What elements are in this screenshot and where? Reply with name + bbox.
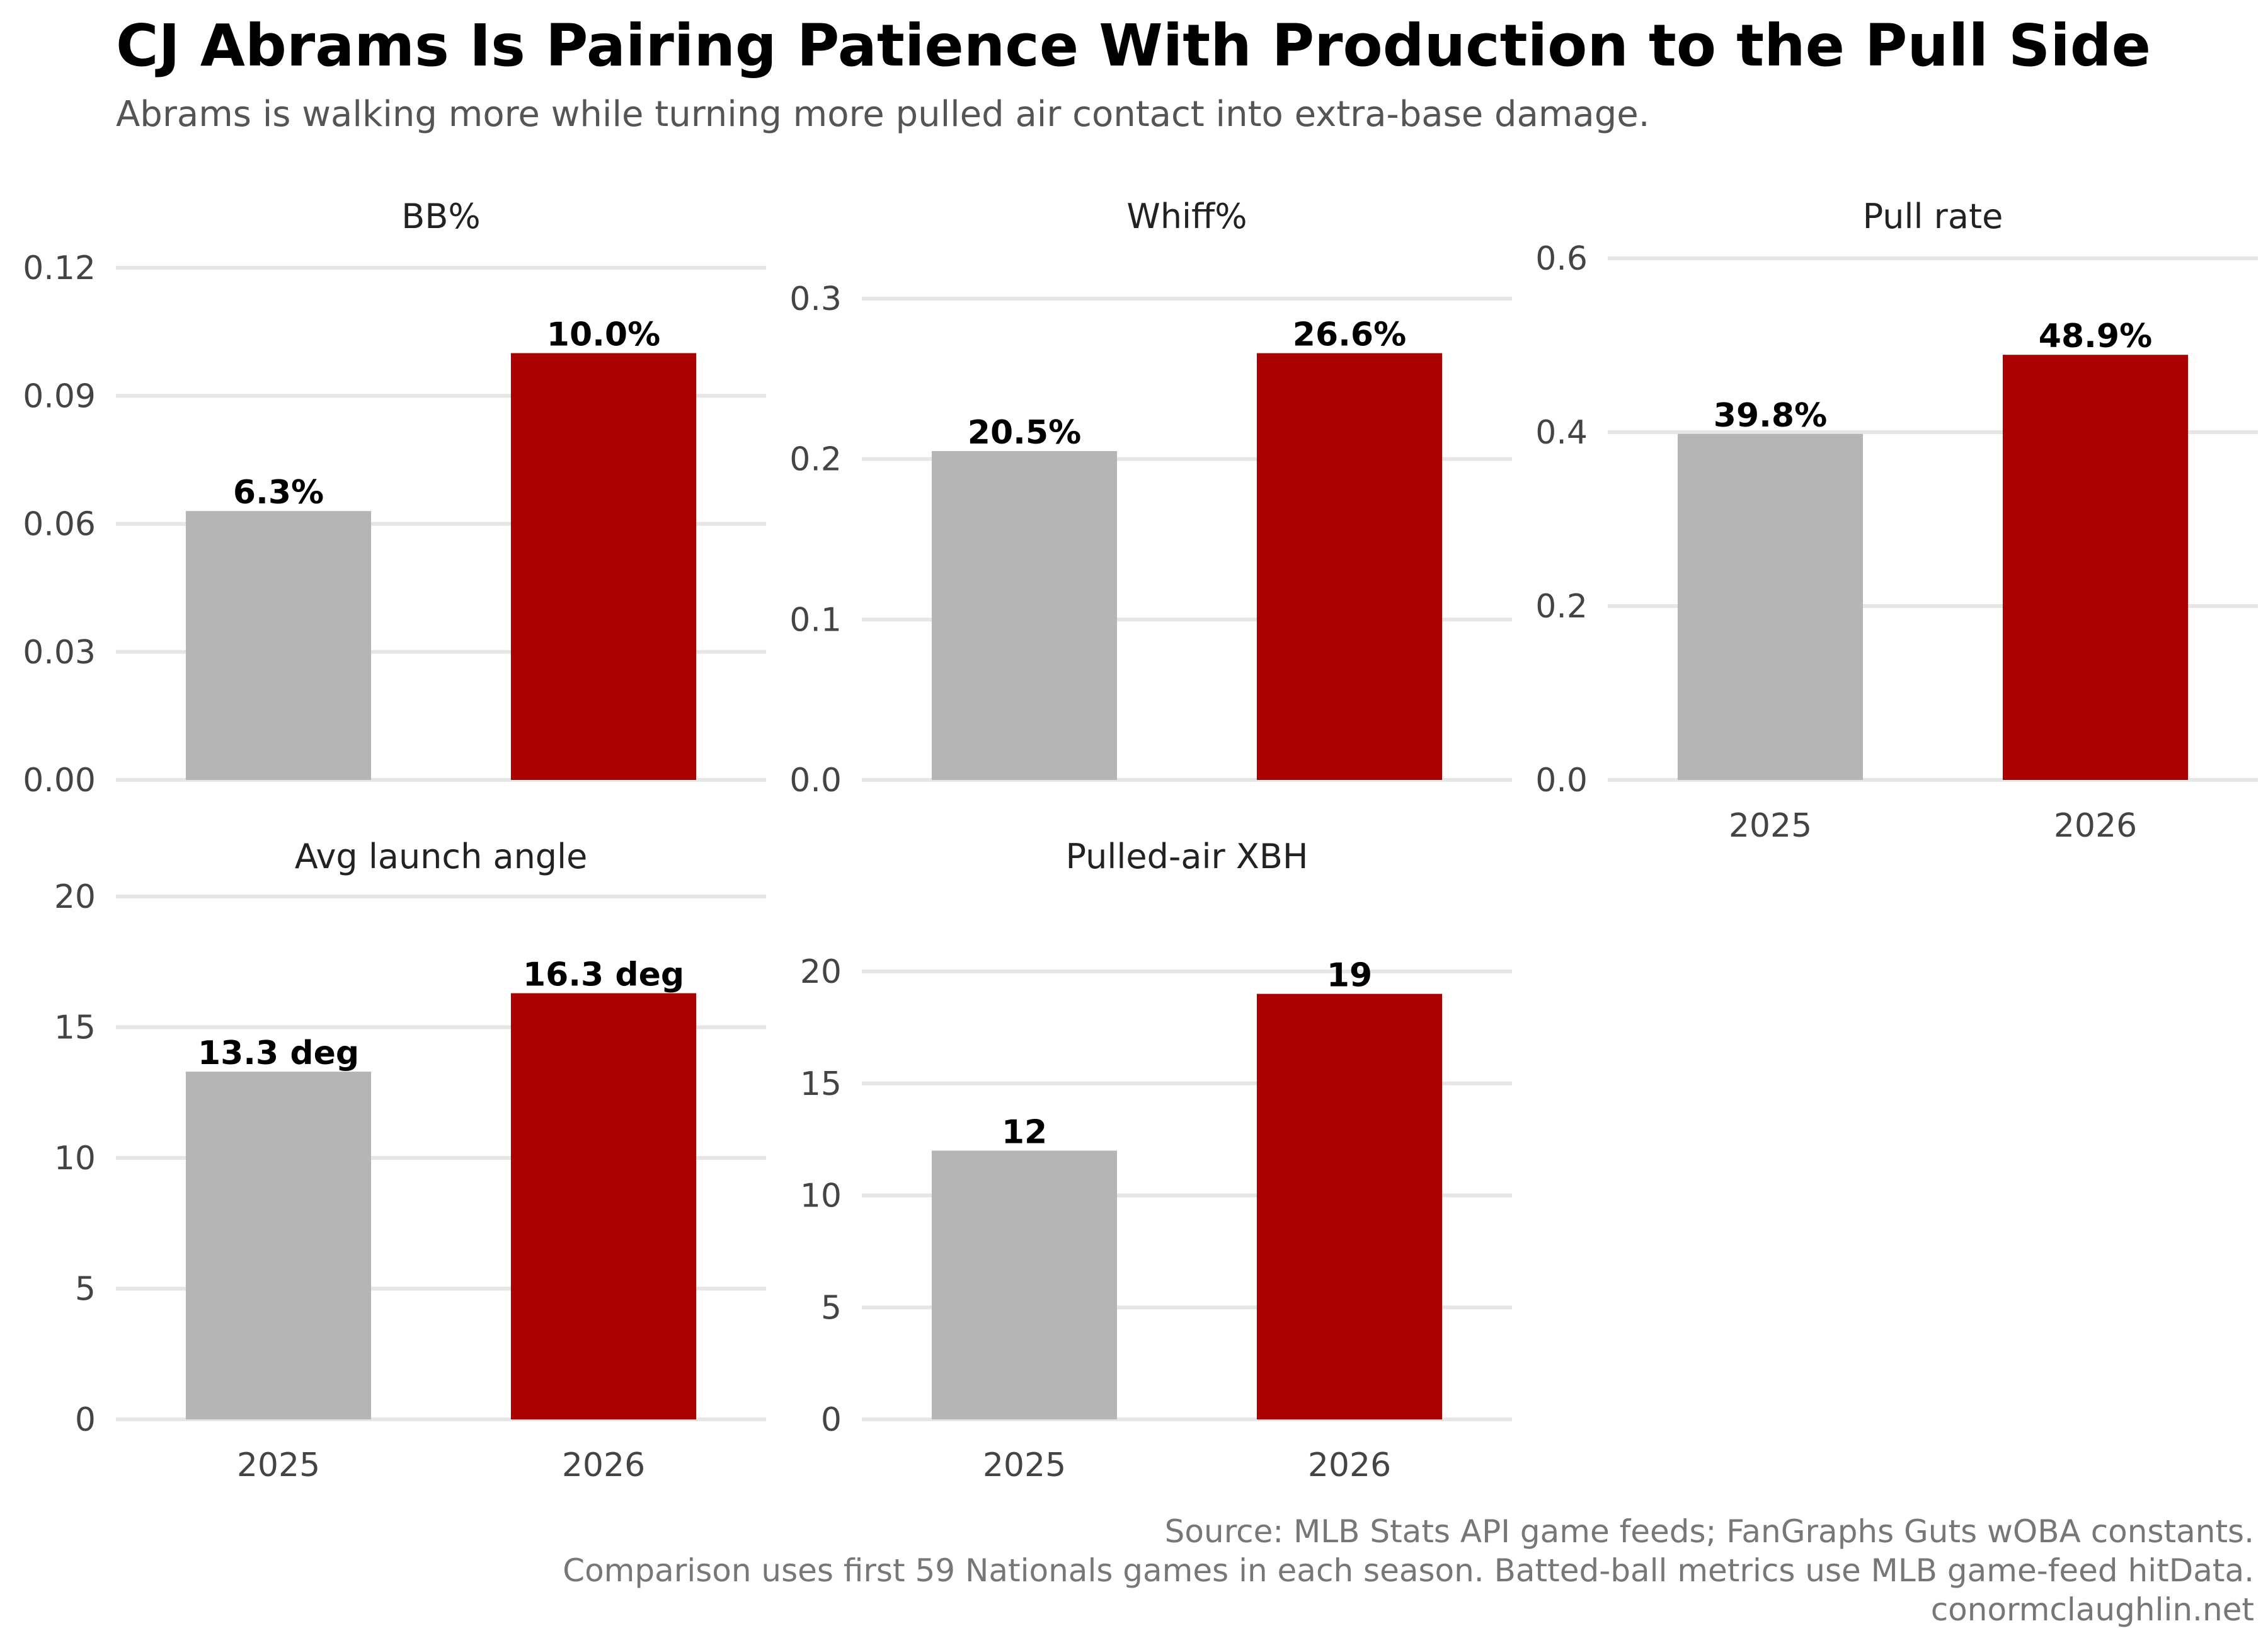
y-tick-label: 0.2 bbox=[1535, 588, 1588, 626]
x-tick-label: 2026 bbox=[1308, 1446, 1391, 1484]
bar-2025 bbox=[931, 450, 1118, 780]
data-label: 39.8% bbox=[1714, 397, 1827, 435]
y-tick-label: 15 bbox=[800, 1065, 842, 1103]
x-tick-label: 2025 bbox=[1729, 807, 1812, 845]
data-label: 20.5% bbox=[968, 414, 1081, 452]
y-tick-label: 0.12 bbox=[23, 249, 96, 287]
data-label: 16.3 deg bbox=[523, 956, 684, 994]
y-tick-label: 20 bbox=[54, 878, 96, 916]
panel-3: 0.0 0.2 0.4 0.6 Pull rate 39.8% 2025 48.9% 2026 bbox=[1535, 197, 2258, 845]
y-tick-label: 0.3 bbox=[789, 280, 842, 318]
y-tick-label: 0 bbox=[75, 1401, 96, 1439]
bar-2026 bbox=[2002, 355, 2189, 780]
y-tick-label: 0.1 bbox=[789, 601, 842, 639]
x-tick-label: 2025 bbox=[983, 1446, 1066, 1484]
y-tick-label: 0 bbox=[821, 1401, 842, 1439]
y-tick-label: 0.06 bbox=[23, 506, 96, 544]
panel-1: 0.00 0.03 0.06 0.09 0.12 BB% 6.3% 10.0% bbox=[23, 197, 766, 799]
x-tick-label: 2026 bbox=[562, 1446, 645, 1484]
data-label: 26.6% bbox=[1293, 316, 1406, 354]
y-tick-label: 10 bbox=[54, 1140, 96, 1177]
bar-2026 bbox=[1256, 353, 1443, 780]
y-tick-label: 0.0 bbox=[1535, 762, 1588, 799]
chart-title: CJ Abrams Is Pairing Patience With Produ… bbox=[116, 12, 2151, 79]
data-label: 19 bbox=[1327, 957, 1372, 995]
bar-2026 bbox=[1256, 994, 1443, 1419]
data-label: 48.9% bbox=[2039, 318, 2152, 355]
y-tick-label: 10 bbox=[800, 1177, 842, 1215]
data-label: 13.3 deg bbox=[198, 1034, 359, 1072]
y-tick-label: 0.4 bbox=[1535, 414, 1588, 452]
caption-site: conormclaughlin.net bbox=[1931, 1591, 2254, 1628]
panel-title: Whiff% bbox=[1126, 197, 1247, 236]
panel-title: Pulled-air XBH bbox=[1066, 837, 1309, 876]
facet-panels: 0.000.030.060.090.12BB%6.3%10.0%0.00.10.… bbox=[23, 197, 2258, 1484]
panel-title: BB% bbox=[401, 197, 480, 236]
y-tick-label: 0.00 bbox=[23, 762, 96, 799]
data-label: 12 bbox=[1002, 1113, 1047, 1151]
y-tick-label: 20 bbox=[800, 953, 842, 991]
y-tick-label: 0.09 bbox=[23, 377, 96, 415]
bar-2025 bbox=[931, 1150, 1118, 1419]
caption-method: Comparison uses first 59 Nationals games… bbox=[563, 1552, 2254, 1589]
y-tick-label: 15 bbox=[54, 1009, 96, 1047]
bar-2025 bbox=[1677, 433, 1864, 780]
data-label: 6.3% bbox=[233, 474, 324, 512]
bar-2025 bbox=[185, 1072, 372, 1419]
y-tick-label: 0.0 bbox=[789, 762, 842, 799]
panel-5: 0 5 10 15 20 Pulled-air XBH 12 2025 19 2026 bbox=[800, 837, 1512, 1484]
data-label: 10.0% bbox=[547, 316, 660, 354]
bar-2025 bbox=[185, 511, 372, 780]
bar-2026 bbox=[510, 353, 697, 780]
y-tick-label: 5 bbox=[821, 1289, 842, 1327]
panel-title: Avg launch angle bbox=[295, 837, 588, 876]
y-tick-label: 0.6 bbox=[1535, 240, 1588, 278]
panel-title: Pull rate bbox=[1863, 197, 2003, 236]
panel-2: 0.0 0.1 0.2 0.3 Whiff% 20.5% 26.6% bbox=[789, 197, 1512, 799]
y-tick-label: 0.2 bbox=[789, 441, 842, 479]
caption-source: Source: MLB Stats API game feeds; FanGra… bbox=[1165, 1513, 2254, 1550]
bar-2026 bbox=[510, 993, 697, 1419]
x-tick-label: 2025 bbox=[237, 1446, 320, 1484]
panel-4: 0 5 10 15 20 Avg launch angle 13.3 deg 2025 16.3… bbox=[54, 837, 766, 1484]
y-tick-label: 0.03 bbox=[23, 634, 96, 672]
y-tick-label: 5 bbox=[75, 1271, 96, 1309]
chart-subtitle: Abrams is walking more while turning mor… bbox=[116, 94, 1650, 135]
x-tick-label: 2026 bbox=[2054, 807, 2137, 845]
